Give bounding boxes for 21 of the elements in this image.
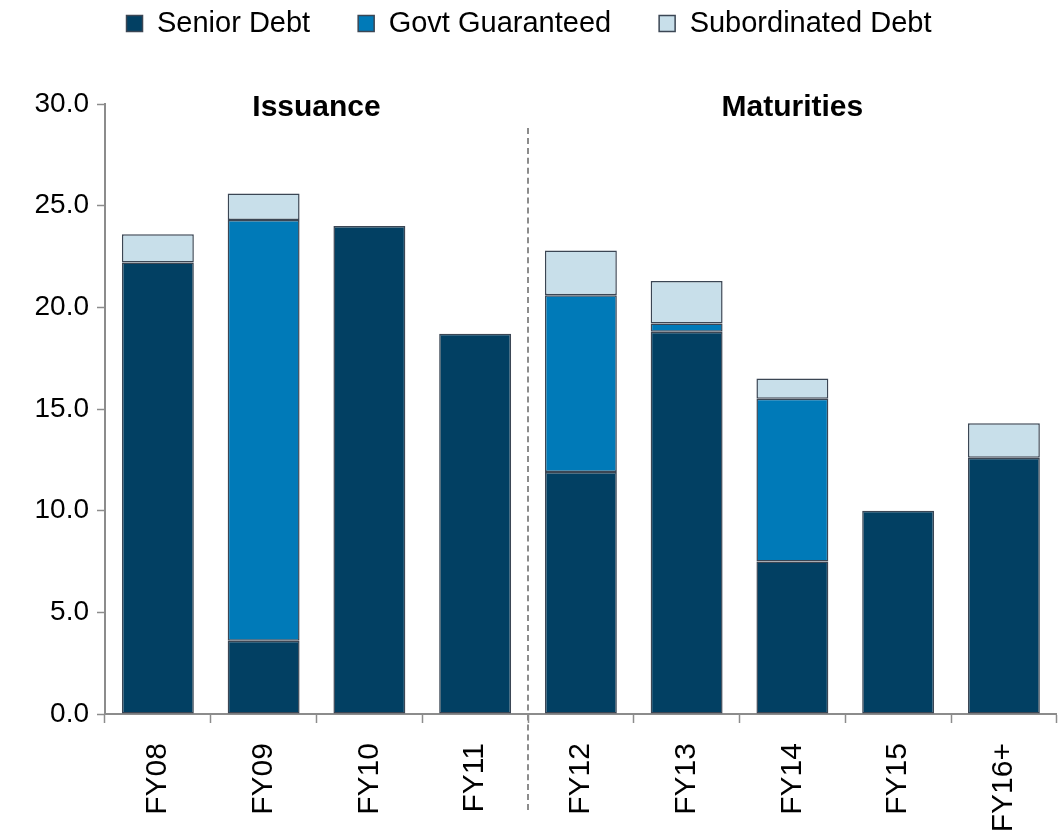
x-tick-label: FY13 [667, 743, 701, 815]
legend-label: Senior Debt [157, 5, 311, 38]
x-tick-label: FY16+ [985, 743, 1019, 833]
legend-label: Govt Guaranteed [388, 5, 612, 38]
x-tick-label: FY09 [244, 743, 278, 815]
y-tick-label: 25.0 [34, 188, 89, 220]
x-tick-label: FY12 [562, 743, 596, 815]
x-tick-label: FY08 [139, 743, 173, 815]
x-tick-label: FY14 [773, 743, 807, 815]
y-tick-label: 30.0 [34, 86, 89, 118]
legend-label: Subordinated Debt [689, 5, 932, 38]
y-tick-label: 5.0 [50, 595, 89, 627]
y-tick-label: 15.0 [34, 391, 89, 423]
x-tick-label: FY10 [350, 743, 384, 815]
x-tick-label: FY15 [879, 743, 913, 815]
annotation: Issuance [252, 89, 381, 123]
y-tick-label: 10.0 [34, 493, 89, 525]
annotation: Maturities [721, 89, 864, 123]
y-tick-label: 0.0 [50, 696, 89, 728]
x-tick-label: FY11 [456, 743, 490, 813]
y-tick-label: 20.0 [34, 290, 89, 322]
